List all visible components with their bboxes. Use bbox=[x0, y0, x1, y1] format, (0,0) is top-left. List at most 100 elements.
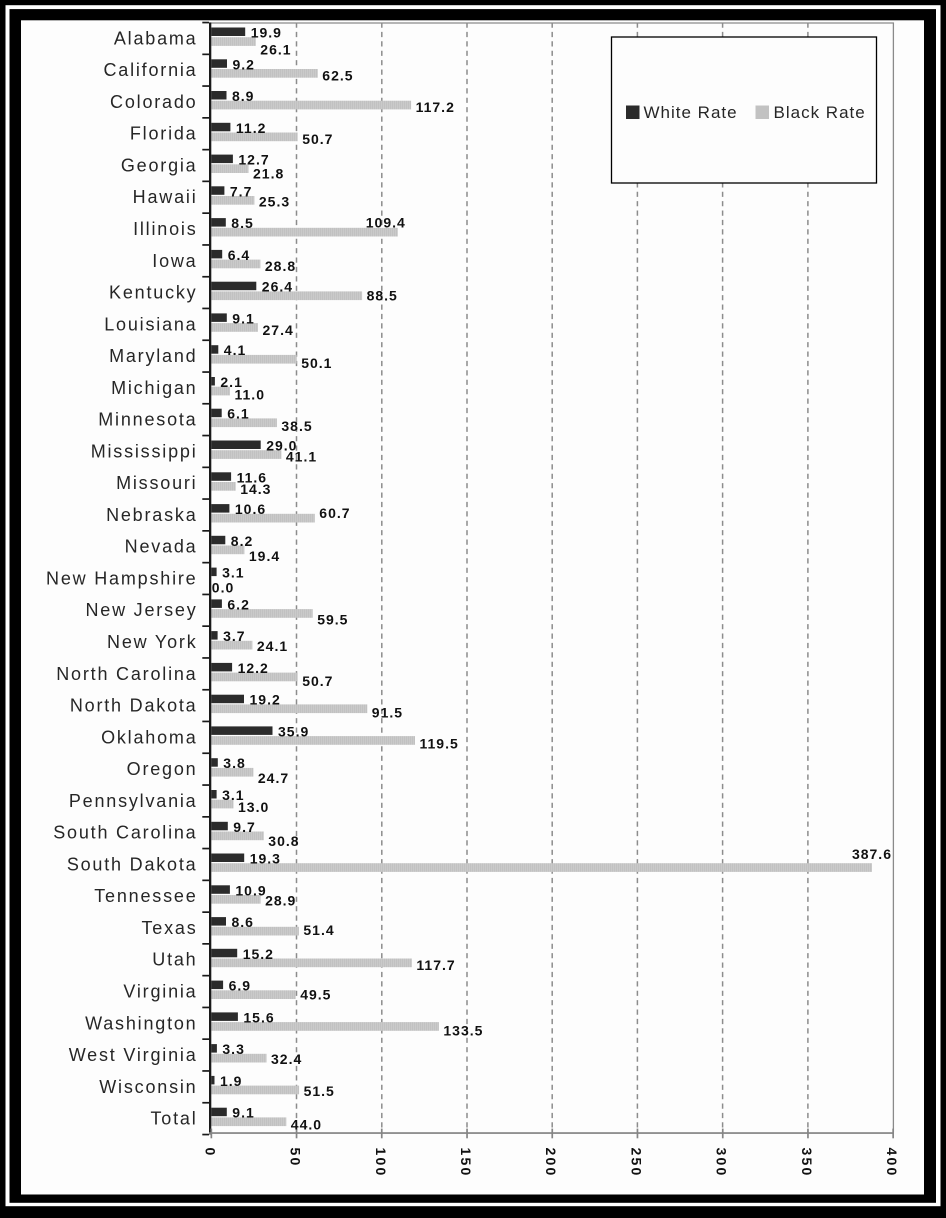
svg-text:27.4: 27.4 bbox=[263, 322, 294, 338]
svg-text:10.6: 10.6 bbox=[235, 501, 266, 517]
svg-text:28.8: 28.8 bbox=[265, 258, 296, 274]
svg-text:North Dakota: North Dakota bbox=[70, 696, 198, 716]
svg-text:Kentucky: Kentucky bbox=[109, 283, 197, 303]
svg-text:25.3: 25.3 bbox=[259, 193, 290, 209]
svg-text:6.2: 6.2 bbox=[227, 596, 249, 612]
svg-text:50.1: 50.1 bbox=[301, 355, 332, 371]
svg-text:44.0: 44.0 bbox=[291, 1117, 322, 1133]
svg-text:387.6: 387.6 bbox=[852, 846, 892, 862]
svg-text:30.8: 30.8 bbox=[268, 833, 299, 849]
svg-text:Wisconsin: Wisconsin bbox=[99, 1077, 197, 1097]
svg-text:88.5: 88.5 bbox=[367, 288, 398, 304]
svg-text:35.9: 35.9 bbox=[278, 723, 309, 739]
svg-text:South Dakota: South Dakota bbox=[67, 854, 198, 874]
svg-text:0: 0 bbox=[202, 1148, 218, 1158]
svg-text:0.0: 0.0 bbox=[212, 580, 234, 596]
svg-text:350: 350 bbox=[799, 1148, 815, 1178]
svg-text:California: California bbox=[103, 60, 197, 80]
svg-text:3.7: 3.7 bbox=[223, 628, 245, 644]
svg-text:38.5: 38.5 bbox=[281, 418, 312, 434]
svg-text:15.6: 15.6 bbox=[243, 1009, 274, 1025]
svg-text:Total: Total bbox=[150, 1109, 197, 1129]
svg-text:21.8: 21.8 bbox=[253, 166, 284, 182]
svg-text:Oklahoma: Oklahoma bbox=[101, 727, 197, 747]
svg-text:49.5: 49.5 bbox=[300, 987, 331, 1003]
svg-text:51.4: 51.4 bbox=[303, 922, 334, 938]
svg-text:29.0: 29.0 bbox=[266, 438, 297, 454]
svg-text:6.9: 6.9 bbox=[229, 978, 251, 994]
svg-text:7.7: 7.7 bbox=[230, 183, 252, 199]
svg-text:15.2: 15.2 bbox=[243, 946, 274, 962]
svg-text:New Hampshire: New Hampshire bbox=[46, 569, 197, 589]
svg-text:South Carolina: South Carolina bbox=[53, 823, 197, 843]
svg-text:Florida: Florida bbox=[130, 124, 198, 144]
svg-text:250: 250 bbox=[628, 1148, 644, 1178]
svg-text:100: 100 bbox=[373, 1148, 389, 1178]
svg-text:400: 400 bbox=[884, 1148, 900, 1178]
svg-text:9.1: 9.1 bbox=[232, 310, 254, 326]
svg-text:12.2: 12.2 bbox=[238, 660, 269, 676]
svg-text:8.9: 8.9 bbox=[232, 88, 254, 104]
svg-text:Pennsylvania: Pennsylvania bbox=[69, 791, 198, 811]
svg-text:West Virginia: West Virginia bbox=[69, 1045, 198, 1065]
svg-text:19.4: 19.4 bbox=[249, 548, 280, 564]
svg-text:Mississippi: Mississippi bbox=[91, 441, 198, 461]
svg-text:4.1: 4.1 bbox=[224, 342, 246, 358]
svg-text:13.0: 13.0 bbox=[238, 799, 269, 815]
svg-text:14.3: 14.3 bbox=[240, 481, 271, 497]
svg-text:24.7: 24.7 bbox=[258, 770, 289, 786]
svg-text:Alabama: Alabama bbox=[114, 28, 198, 48]
svg-text:Louisiana: Louisiana bbox=[104, 314, 197, 334]
svg-text:Illinois: Illinois bbox=[133, 219, 197, 239]
svg-text:Missouri: Missouri bbox=[116, 473, 197, 493]
svg-text:117.7: 117.7 bbox=[416, 957, 455, 973]
svg-text:50.7: 50.7 bbox=[302, 673, 333, 689]
svg-text:41.1: 41.1 bbox=[286, 449, 317, 465]
svg-text:50: 50 bbox=[288, 1148, 304, 1168]
svg-text:Georgia: Georgia bbox=[121, 156, 198, 176]
svg-text:60.7: 60.7 bbox=[319, 505, 350, 521]
svg-text:11.2: 11.2 bbox=[236, 120, 266, 136]
svg-text:117.2: 117.2 bbox=[416, 99, 455, 115]
svg-text:9.2: 9.2 bbox=[233, 56, 255, 72]
svg-text:133.5: 133.5 bbox=[443, 1022, 483, 1038]
svg-text:6.1: 6.1 bbox=[227, 406, 249, 422]
svg-text:10.9: 10.9 bbox=[235, 882, 266, 898]
svg-text:Virginia: Virginia bbox=[123, 982, 197, 1002]
svg-text:9.1: 9.1 bbox=[232, 1105, 254, 1121]
svg-text:Washington: Washington bbox=[85, 1013, 197, 1033]
svg-text:Iowa: Iowa bbox=[152, 251, 197, 271]
svg-text:59.5: 59.5 bbox=[317, 611, 348, 627]
svg-text:New York: New York bbox=[107, 632, 197, 652]
svg-text:62.5: 62.5 bbox=[322, 67, 353, 83]
svg-text:Tennessee: Tennessee bbox=[94, 886, 197, 906]
svg-text:32.4: 32.4 bbox=[271, 1051, 302, 1067]
svg-text:White Rate: White Rate bbox=[644, 103, 738, 122]
svg-text:200: 200 bbox=[543, 1148, 559, 1178]
svg-text:19.3: 19.3 bbox=[250, 851, 281, 867]
svg-text:8.2: 8.2 bbox=[231, 533, 253, 549]
svg-text:8.5: 8.5 bbox=[231, 215, 253, 231]
svg-text:9.7: 9.7 bbox=[233, 819, 255, 835]
svg-text:24.1: 24.1 bbox=[257, 638, 288, 654]
svg-text:Maryland: Maryland bbox=[109, 346, 197, 366]
svg-text:1.9: 1.9 bbox=[220, 1073, 242, 1089]
svg-text:19.2: 19.2 bbox=[250, 692, 281, 708]
svg-text:51.5: 51.5 bbox=[304, 1083, 335, 1099]
svg-text:Oregon: Oregon bbox=[127, 759, 198, 779]
svg-text:11.6: 11.6 bbox=[237, 469, 267, 485]
svg-text:19.9: 19.9 bbox=[251, 25, 282, 41]
svg-text:Black Rate: Black Rate bbox=[774, 103, 866, 122]
svg-text:12.7: 12.7 bbox=[238, 152, 269, 168]
svg-text:109.4: 109.4 bbox=[366, 215, 406, 231]
svg-text:Nebraska: Nebraska bbox=[106, 505, 197, 525]
svg-text:119.5: 119.5 bbox=[420, 735, 459, 751]
svg-text:300: 300 bbox=[714, 1148, 730, 1178]
svg-text:3.8: 3.8 bbox=[223, 755, 245, 771]
svg-text:50.7: 50.7 bbox=[302, 131, 333, 147]
svg-text:3.3: 3.3 bbox=[222, 1041, 244, 1057]
svg-text:6.4: 6.4 bbox=[228, 247, 250, 263]
svg-text:Michigan: Michigan bbox=[111, 378, 197, 398]
svg-text:Texas: Texas bbox=[141, 918, 197, 938]
svg-text:Hawaii: Hawaii bbox=[133, 187, 198, 207]
